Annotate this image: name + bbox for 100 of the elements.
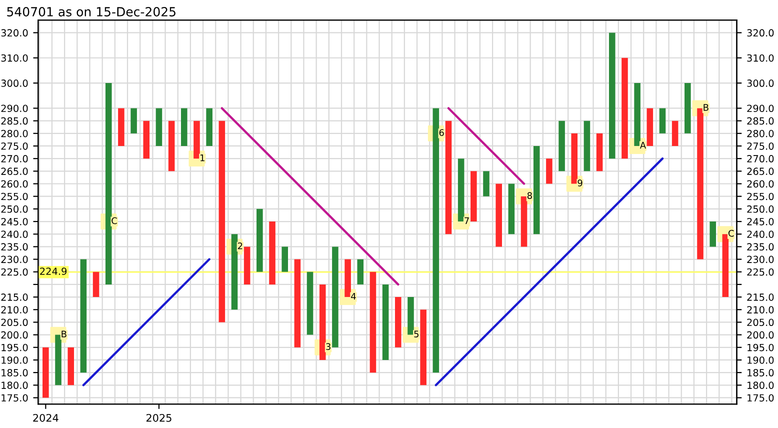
bar — [558, 120, 565, 172]
annotation: B — [62, 330, 66, 338]
bar — [206, 108, 212, 146]
y-tick-label: 270.0 — [1, 155, 28, 162]
bar — [269, 222, 276, 284]
y-tick-label: 290.0 — [1, 104, 28, 112]
bar — [684, 83, 691, 134]
annotation: 7 — [464, 217, 469, 224]
y-tick-label: 225.0 — [1, 268, 28, 276]
bar — [445, 120, 452, 234]
bar — [596, 133, 603, 172]
bar — [659, 108, 666, 134]
y2-tick-label: 195.0 — [748, 344, 774, 352]
bar — [533, 146, 540, 234]
y-tick-label: 280.0 — [1, 130, 28, 138]
bar — [483, 171, 490, 196]
bar — [357, 259, 364, 284]
bar — [231, 234, 238, 310]
y-tick-label: 230.0 — [1, 256, 28, 264]
bar — [130, 108, 137, 134]
y-tick-label: 180.0 — [2, 382, 28, 389]
y-tick-label: 235.0 — [1, 243, 28, 251]
y2-tick-label: 285.0 — [747, 117, 774, 125]
bar — [608, 32, 616, 159]
bar — [181, 108, 188, 146]
y-tick-label: 275.0 — [1, 142, 28, 150]
bar — [68, 347, 74, 386]
bar — [256, 208, 263, 272]
bar — [306, 272, 314, 335]
y2-tick-label: 300.0 — [747, 80, 774, 87]
bar — [118, 108, 124, 146]
annotation: 6 — [439, 129, 444, 136]
y2-tick-label: 275.0 — [747, 142, 774, 150]
annotation: 5 — [414, 330, 418, 338]
bar — [319, 284, 326, 360]
annotation: C — [112, 217, 117, 224]
annotation: 8 — [527, 192, 532, 199]
y2-tick-label: 240.0 — [747, 230, 774, 238]
annotation: 1 — [200, 154, 204, 162]
y-tick-label: 195.0 — [2, 344, 28, 352]
bar — [408, 297, 414, 335]
y-tick-label: 310.0 — [1, 54, 28, 62]
y2-tick-label: 185.0 — [748, 369, 774, 376]
y2-tick-label: 235.0 — [747, 243, 774, 251]
y-tick-label: 210.0 — [1, 306, 28, 314]
y2-tick-label: 180.0 — [748, 382, 774, 389]
y-tick-label: 240.0 — [1, 230, 28, 238]
annotation: A — [640, 142, 646, 148]
y2-tick-label: 270.0 — [747, 155, 774, 162]
annotation: C — [728, 230, 734, 237]
bar — [622, 58, 628, 159]
y2-tick-label: 260.0 — [747, 180, 774, 188]
y-tick-label: 320.0 — [1, 29, 28, 37]
y-tick-label: 185.0 — [2, 369, 28, 376]
bar — [244, 246, 250, 284]
bar — [571, 133, 578, 184]
bar — [156, 108, 162, 146]
y-tick-label: 250.0 — [1, 205, 28, 213]
bar — [432, 108, 440, 373]
bar — [672, 120, 678, 146]
y2-tick-label: 205.0 — [747, 318, 774, 326]
chart-title: 540701 as on 15-Dec-2025 — [7, 7, 176, 16]
y2-tick-label: 230.0 — [747, 256, 774, 264]
y-tick-label: 265.0 — [1, 168, 28, 175]
x-tick-label: 2024 — [33, 414, 58, 422]
bar — [584, 120, 590, 172]
bar — [92, 272, 100, 298]
y2-tick-label: 225.0 — [747, 268, 774, 276]
y-tick-label: 215.0 — [1, 294, 28, 301]
bar — [105, 83, 112, 284]
annotation: B — [704, 104, 708, 111]
bar — [332, 246, 338, 348]
y2-tick-label: 250.0 — [747, 205, 774, 213]
bar — [382, 284, 389, 360]
bar — [496, 184, 502, 247]
bar — [344, 259, 351, 298]
y-tick-label: 205.0 — [1, 318, 28, 326]
ref-line-label: 224.9 — [40, 268, 67, 275]
y-tick-label: 260.0 — [1, 180, 28, 188]
bar — [458, 158, 464, 222]
annotation: 3 — [326, 343, 330, 350]
annotation: 4 — [351, 292, 356, 300]
y-tick-label: 255.0 — [1, 192, 28, 200]
y-tick-label: 285.0 — [1, 117, 28, 125]
bar — [520, 196, 528, 247]
y-tick-label: 200.0 — [1, 331, 28, 339]
y-tick-label: 190.0 — [2, 356, 28, 364]
bar — [370, 272, 376, 373]
bar — [710, 222, 716, 247]
bar — [394, 297, 402, 348]
y-tick-label: 175.0 — [2, 394, 28, 402]
y2-tick-label: 290.0 — [747, 104, 774, 112]
y2-tick-label: 320.0 — [747, 29, 774, 37]
bar — [194, 120, 200, 159]
x-tick-label: 2025 — [146, 414, 172, 422]
y2-tick-label: 200.0 — [747, 331, 774, 339]
bar — [55, 334, 62, 386]
bar — [697, 108, 704, 260]
annotation: 9 — [578, 180, 582, 186]
bar — [508, 184, 515, 234]
